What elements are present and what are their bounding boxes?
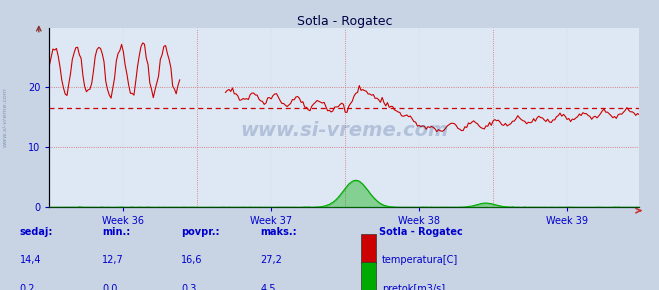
Text: Sotla - Rogatec: Sotla - Rogatec [379,227,463,237]
Text: www.si-vreme.com: www.si-vreme.com [3,88,8,147]
Title: Sotla - Rogatec: Sotla - Rogatec [297,14,392,28]
Text: maks.:: maks.: [260,227,297,237]
Text: 0,3: 0,3 [181,284,196,290]
Text: min.:: min.: [102,227,130,237]
Text: pretok[m3/s]: pretok[m3/s] [382,284,445,290]
Text: 16,6: 16,6 [181,255,203,265]
Text: 27,2: 27,2 [260,255,282,265]
Text: 4,5: 4,5 [260,284,276,290]
Text: www.si-vreme.com: www.si-vreme.com [240,121,449,139]
Bar [361,234,376,263]
Text: povpr.:: povpr.: [181,227,219,237]
Text: sedaj:: sedaj: [20,227,53,237]
Text: temperatura[C]: temperatura[C] [382,255,459,265]
Bar [361,262,376,290]
Text: 12,7: 12,7 [102,255,124,265]
Text: 0,0: 0,0 [102,284,117,290]
Text: 0,2: 0,2 [20,284,36,290]
Text: 14,4: 14,4 [20,255,42,265]
